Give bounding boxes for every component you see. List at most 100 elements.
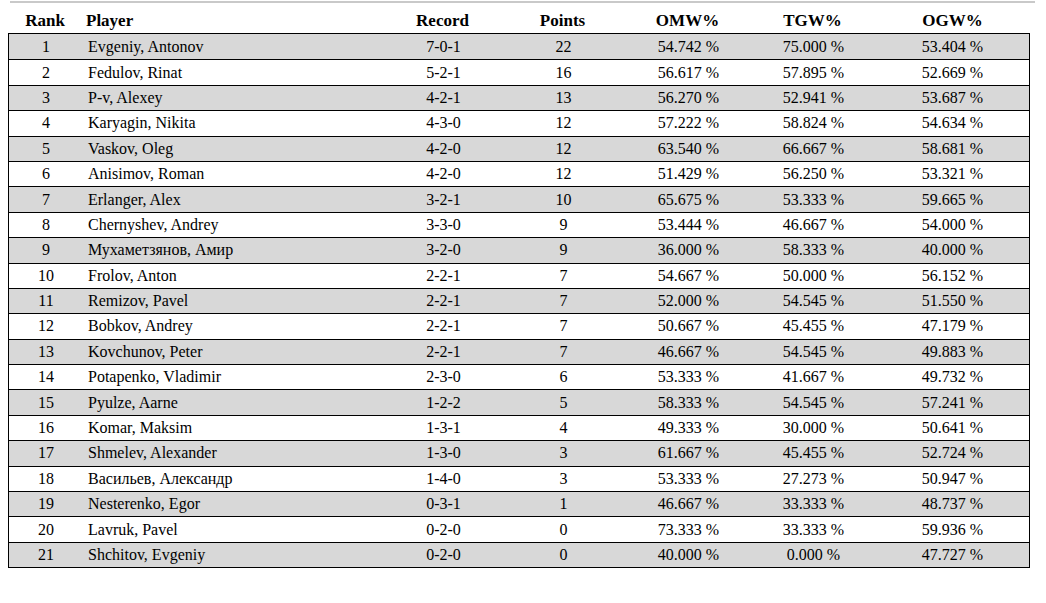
- cell-points: 3: [501, 444, 626, 462]
- cell-rank: 13: [9, 343, 83, 361]
- cell-record: 4-2-1: [386, 89, 501, 107]
- cell-omw: 58.333 %: [626, 394, 751, 412]
- table-row: 6 Anisimov, Roman 4-2-0 12 51.429 % 56.2…: [9, 161, 1029, 186]
- cell-rank: 20: [9, 521, 83, 539]
- cell-ogw: 59.665 %: [876, 191, 1029, 209]
- cell-record: 7-0-1: [386, 38, 501, 56]
- cell-omw: 46.667 %: [626, 343, 751, 361]
- cell-record: 2-2-1: [386, 267, 501, 285]
- cell-omw: 51.429 %: [626, 165, 751, 183]
- cell-ogw: 50.641 %: [876, 419, 1029, 437]
- cell-tgw: 54.545 %: [751, 292, 876, 310]
- cell-omw: 63.540 %: [626, 140, 751, 158]
- table-row: 7 Erlanger, Alex 3-2-1 10 65.675 % 53.33…: [9, 186, 1029, 211]
- cell-ogw: 47.179 %: [876, 317, 1029, 335]
- standings-table: Rank Player Record Points OMW% TGW% OGW%…: [8, 8, 1030, 568]
- cell-points: 12: [501, 140, 626, 158]
- cell-player: Remizov, Pavel: [83, 292, 386, 310]
- cell-player: Lavruk, Pavel: [83, 521, 386, 539]
- cell-record: 5-2-1: [386, 64, 501, 82]
- cell-ogw: 50.947 %: [876, 470, 1029, 488]
- cell-record: 2-2-1: [386, 343, 501, 361]
- cell-points: 6: [501, 368, 626, 386]
- cell-player: Nesterenko, Egor: [83, 495, 386, 513]
- cell-omw: 36.000 %: [626, 241, 751, 259]
- cell-points: 7: [501, 343, 626, 361]
- cell-player: Evgeniy, Antonov: [83, 38, 386, 56]
- cell-ogw: 47.727 %: [876, 546, 1029, 564]
- cell-points: 3: [501, 470, 626, 488]
- cell-tgw: 46.667 %: [751, 216, 876, 234]
- cell-rank: 2: [9, 64, 83, 82]
- cell-tgw: 52.941 %: [751, 89, 876, 107]
- column-header-player: Player: [82, 11, 385, 31]
- cell-rank: 15: [9, 394, 83, 412]
- table-row: 15 Pyulze, Aarne 1-2-2 5 58.333 % 54.545…: [9, 389, 1029, 414]
- cell-record: 4-2-0: [386, 140, 501, 158]
- cell-rank: 6: [9, 165, 83, 183]
- cell-omw: 53.333 %: [626, 368, 751, 386]
- cell-player: Chernyshev, Andrey: [83, 216, 386, 234]
- table-row: 13 Kovchunov, Peter 2-2-1 7 46.667 % 54.…: [9, 339, 1029, 364]
- cell-tgw: 27.273 %: [751, 470, 876, 488]
- cell-ogw: 49.732 %: [876, 368, 1029, 386]
- cell-ogw: 52.724 %: [876, 444, 1029, 462]
- cell-player: Frolov, Anton: [83, 267, 386, 285]
- cell-player: Васильев, Александр: [83, 470, 386, 488]
- cell-omw: 56.270 %: [626, 89, 751, 107]
- cell-omw: 52.000 %: [626, 292, 751, 310]
- cell-points: 10: [501, 191, 626, 209]
- cell-ogw: 54.000 %: [876, 216, 1029, 234]
- column-header-ogw: OGW%: [875, 11, 1030, 31]
- cell-rank: 19: [9, 495, 83, 513]
- cell-tgw: 53.333 %: [751, 191, 876, 209]
- cell-omw: 40.000 %: [626, 546, 751, 564]
- cell-points: 12: [501, 165, 626, 183]
- cell-ogw: 53.687 %: [876, 89, 1029, 107]
- cell-ogw: 49.883 %: [876, 343, 1029, 361]
- cell-tgw: 45.455 %: [751, 317, 876, 335]
- table-row: 2 Fedulov, Rinat 5-2-1 16 56.617 % 57.89…: [9, 59, 1029, 84]
- cell-points: 7: [501, 267, 626, 285]
- table-row: 17 Shmelev, Alexander 1-3-0 3 61.667 % 4…: [9, 440, 1029, 465]
- cell-player: Мухаметзянов, Амир: [83, 241, 386, 259]
- cell-record: 1-3-1: [386, 419, 501, 437]
- table-row: 4 Karyagin, Nikita 4-3-0 12 57.222 % 58.…: [9, 110, 1029, 135]
- cell-rank: 14: [9, 368, 83, 386]
- cell-rank: 11: [9, 292, 83, 310]
- cell-points: 4: [501, 419, 626, 437]
- cell-omw: 50.667 %: [626, 317, 751, 335]
- table-row: 16 Komar, Maksim 1-3-1 4 49.333 % 30.000…: [9, 415, 1029, 440]
- table-row: 20 Lavruk, Pavel 0-2-0 0 73.333 % 33.333…: [9, 516, 1029, 541]
- cell-omw: 57.222 %: [626, 114, 751, 132]
- cell-rank: 3: [9, 89, 83, 107]
- cell-player: Erlanger, Alex: [83, 191, 386, 209]
- cell-points: 22: [501, 38, 626, 56]
- cell-record: 2-3-0: [386, 368, 501, 386]
- standings-header-row: Rank Player Record Points OMW% TGW% OGW%: [8, 8, 1030, 33]
- cell-rank: 4: [9, 114, 83, 132]
- table-row: 12 Bobkov, Andrey 2-2-1 7 50.667 % 45.45…: [9, 313, 1029, 338]
- cell-rank: 10: [9, 267, 83, 285]
- cell-player: Kovchunov, Peter: [83, 343, 386, 361]
- cell-tgw: 58.333 %: [751, 241, 876, 259]
- cell-player: Karyagin, Nikita: [83, 114, 386, 132]
- column-header-points: Points: [500, 11, 625, 31]
- cell-ogw: 53.321 %: [876, 165, 1029, 183]
- cell-omw: 61.667 %: [626, 444, 751, 462]
- cell-omw: 73.333 %: [626, 521, 751, 539]
- cell-omw: 53.333 %: [626, 470, 751, 488]
- clipped-top-rule: [10, 1, 1035, 3]
- table-row: 18 Васильев, Александр 1-4-0 3 53.333 % …: [9, 466, 1029, 491]
- cell-player: Fedulov, Rinat: [83, 64, 386, 82]
- cell-tgw: 33.333 %: [751, 495, 876, 513]
- column-header-record: Record: [385, 11, 500, 31]
- column-header-omw: OMW%: [625, 11, 750, 31]
- cell-ogw: 56.152 %: [876, 267, 1029, 285]
- cell-points: 9: [501, 241, 626, 259]
- cell-ogw: 40.000 %: [876, 241, 1029, 259]
- cell-rank: 9: [9, 241, 83, 259]
- table-row: 3 P-v, Alexey 4-2-1 13 56.270 % 52.941 %…: [9, 85, 1029, 110]
- cell-player: Shmelev, Alexander: [83, 444, 386, 462]
- cell-tgw: 0.000 %: [751, 546, 876, 564]
